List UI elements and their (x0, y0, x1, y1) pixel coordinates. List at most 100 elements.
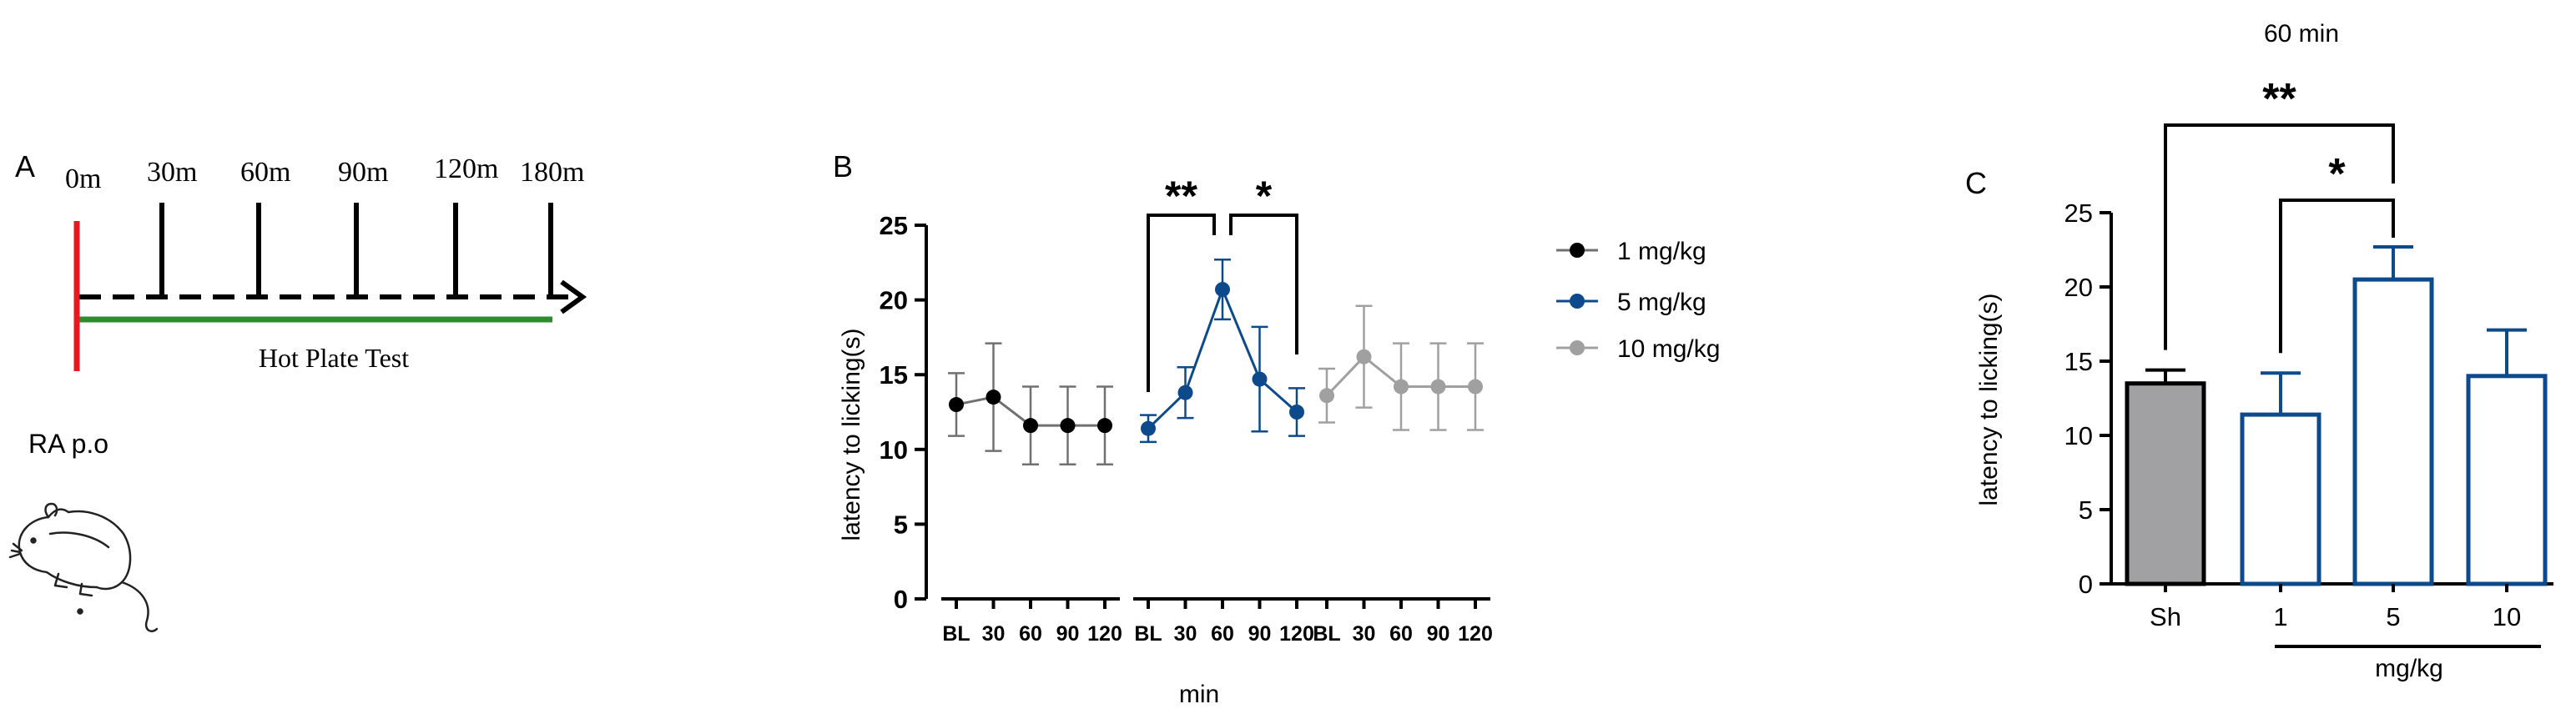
series-10mgkg (1318, 304, 1484, 431)
panel-a-timeline: A 0m 30m 60m 90m 120m 180m Hot Plate Tes… (8, 149, 587, 632)
panel-b-y-ticks: 0 5 10 15 20 25 (880, 211, 926, 614)
timeline-arrow-icon (560, 279, 587, 314)
data-point (1430, 379, 1446, 395)
panel-b-x-tick-label: 90 (1427, 622, 1450, 646)
data-point (1097, 418, 1112, 434)
bar-5 (2352, 244, 2434, 586)
data-point (1319, 388, 1334, 404)
panel-c-letter: C (1965, 166, 1987, 200)
data-point (1141, 420, 1156, 436)
panel-b-x-tick-label: 60 (1389, 622, 1413, 646)
significance-stars: ** (1165, 173, 1197, 219)
data-point (1252, 371, 1268, 387)
panel-c-bars (2125, 244, 2548, 586)
panel-a-letter: A (15, 149, 35, 184)
panel-b-x-tick-label: 120 (1087, 622, 1122, 646)
panel-b-line-chart: B latency to licking(s) min 0 5 10 15 20 25 B… (833, 149, 1720, 708)
series-5mgkg (1140, 258, 1305, 444)
panel-b-x-tick-label: 90 (1248, 622, 1272, 646)
panel-b-y-axis-label: latency to licking(s) (838, 328, 865, 541)
data-point (1356, 349, 1372, 365)
panel-b-x-tick-label: 90 (1056, 622, 1080, 646)
panel-b-x-tick-label: BL (1134, 622, 1162, 646)
bar-sh (2125, 368, 2206, 586)
panel-c-y-tick-label: 0 (2079, 570, 2093, 599)
panel-c-x-tick-label: 5 (2386, 602, 2400, 631)
panel-c-x-ticks: Sh 1 5 10 (2150, 584, 2521, 631)
panel-b-series (948, 258, 1484, 465)
data-point (949, 397, 964, 413)
legend-label-1mg: 1 mg/kg (1617, 238, 1706, 265)
panel-c-y-tick-label: 25 (2064, 199, 2093, 228)
time-label-180m: 180m (520, 157, 584, 188)
significance-bracket: * (2279, 150, 2395, 354)
significance-bracket: ** (2164, 75, 2395, 350)
significance-stars: * (2328, 150, 2346, 199)
bar-rect (2240, 412, 2321, 586)
legend-item-10mg: 10 mg/kg (1556, 335, 1720, 363)
panel-c-x-tick-label: 10 (2493, 602, 2521, 631)
significance-stars: * (1256, 173, 1273, 219)
significance-bracket: ** (1147, 173, 1216, 392)
data-point (1215, 282, 1230, 298)
time-label-60m: 60m (240, 157, 290, 188)
panel-c-bar-chart: C 60 min latency to licking(s) mg/kg 0 5 1… (1965, 20, 2553, 682)
panel-b-x-tick-label: 60 (1019, 622, 1042, 646)
panel-c-y-axis-label: latency to licking(s) (1975, 293, 2003, 505)
rat-icon (8, 502, 159, 632)
panel-b-y-tick-label: 5 (894, 510, 908, 539)
data-point (1023, 418, 1038, 434)
bracket-line (2164, 123, 2395, 350)
data-point (1468, 379, 1483, 395)
time-label-0m: 0m (65, 163, 101, 194)
bracket-line (1229, 214, 1298, 354)
bracket-line (1147, 214, 1216, 392)
panel-b-y-tick-label: 20 (880, 286, 908, 315)
data-point (1289, 405, 1304, 420)
data-point (1394, 379, 1409, 395)
panel-c-y-tick-label: 10 (2064, 421, 2093, 450)
significance-bracket: * (1229, 173, 1298, 354)
panel-c-title: 60 min (2264, 20, 2339, 48)
series-1mgkg (948, 342, 1113, 465)
data-point (1177, 385, 1193, 400)
bar-1 (2240, 371, 2321, 586)
time-label-120m: 120m (434, 153, 498, 184)
panel-b-y-tick-label: 15 (880, 360, 908, 390)
panel-b-y-tick-label: 0 (894, 585, 908, 614)
panel-b-x-tick-label: BL (1313, 622, 1340, 646)
panel-b-y-tick-label: 25 (880, 211, 908, 240)
panel-b-axes (925, 225, 1490, 601)
time-label-30m: 30m (147, 157, 197, 188)
panel-b-legend: 1 mg/kg 5 mg/kg 10 mg/kg (1556, 238, 1720, 363)
panel-c-x-axis-label: mg/kg (2375, 655, 2443, 682)
bar-rect (2125, 381, 2206, 586)
legend-label-5mg: 5 mg/kg (1617, 289, 1706, 316)
bar-rect (2352, 277, 2434, 586)
panel-b-letter: B (833, 149, 853, 184)
legend-label-10mg: 10 mg/kg (1617, 335, 1720, 363)
panel-c-significance: *** (2164, 75, 2395, 354)
significance-stars: ** (2262, 75, 2296, 123)
panel-c-y-ticks: 0 5 10 15 20 25 (2064, 199, 2111, 599)
panel-b-x-tick-label: 30 (982, 622, 1006, 646)
panel-b-x-tick-label: 120 (1279, 622, 1314, 646)
legend-item-1mg: 1 mg/kg (1556, 238, 1706, 265)
bar-rect (2466, 374, 2548, 586)
hot-plate-test-label: Hot Plate Test (259, 343, 409, 373)
panel-c-x-tick-label: Sh (2150, 602, 2181, 631)
panel-b-x-tick-label: 120 (1458, 622, 1493, 646)
panel-c-x-tick-label: 1 (2273, 602, 2287, 631)
panel-b-y-tick-label: 10 (880, 435, 908, 465)
panel-c-y-tick-label: 15 (2064, 347, 2093, 376)
time-label-90m: 90m (338, 157, 388, 188)
panel-b-x-tick-label: 60 (1211, 622, 1234, 646)
data-point (986, 390, 1001, 405)
panel-b-x-tick-label: 30 (1353, 622, 1376, 646)
panel-c-y-tick-label: 20 (2064, 273, 2093, 302)
bar-10 (2466, 328, 2548, 586)
data-point (1060, 418, 1076, 434)
panel-b-x-tick-label: BL (942, 622, 970, 646)
